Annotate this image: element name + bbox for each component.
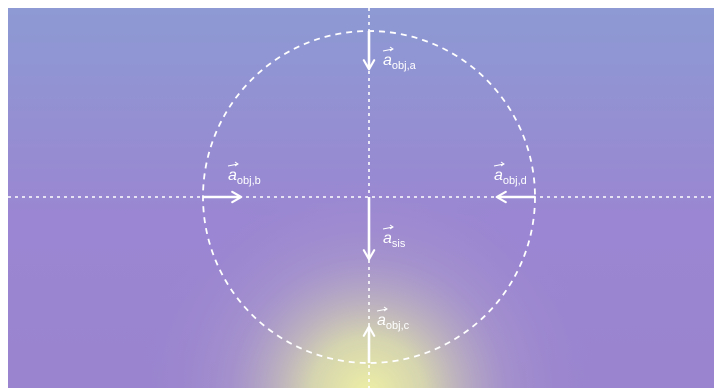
label-obj-c: aobj,c <box>376 306 410 332</box>
vector-arrow-accent-a <box>382 46 394 52</box>
vector-arrow-accent-sis <box>382 224 394 230</box>
svg-text:aobj,c: aobj,c <box>377 312 410 332</box>
svg-text:asis: asis <box>383 230 406 250</box>
svg-text:aobj,b: aobj,b <box>228 167 261 187</box>
label-obj-a: aobj,a <box>382 46 417 72</box>
label-obj-a-symbol: a <box>383 52 392 69</box>
svg-text:aobj,d: aobj,d <box>494 167 527 187</box>
label-obj-b-symbol: a <box>228 167 237 184</box>
svg-text:aobj,a: aobj,a <box>383 52 417 72</box>
label-obj-d-subscript: obj,d <box>503 175 527 187</box>
vector-arrow-accent-b <box>227 161 239 167</box>
label-obj-a-subscript: obj,a <box>392 60 417 72</box>
label-obj-b: aobj,b <box>227 161 261 187</box>
label-sis-subscript: sis <box>392 238 406 250</box>
label-obj-c-symbol: a <box>377 312 386 329</box>
vector-arrow-accent-d <box>493 161 505 167</box>
label-obj-d: aobj,d <box>493 161 527 187</box>
label-obj-b-subscript: obj,b <box>237 175 261 187</box>
label-sis-symbol: a <box>383 230 392 247</box>
label-obj-c-subscript: obj,c <box>386 320 410 332</box>
yellow-glow <box>8 8 714 388</box>
vector-arrow-accent-c <box>376 306 388 312</box>
label-sis: asis <box>382 224 406 250</box>
label-obj-d-symbol: a <box>494 167 503 184</box>
